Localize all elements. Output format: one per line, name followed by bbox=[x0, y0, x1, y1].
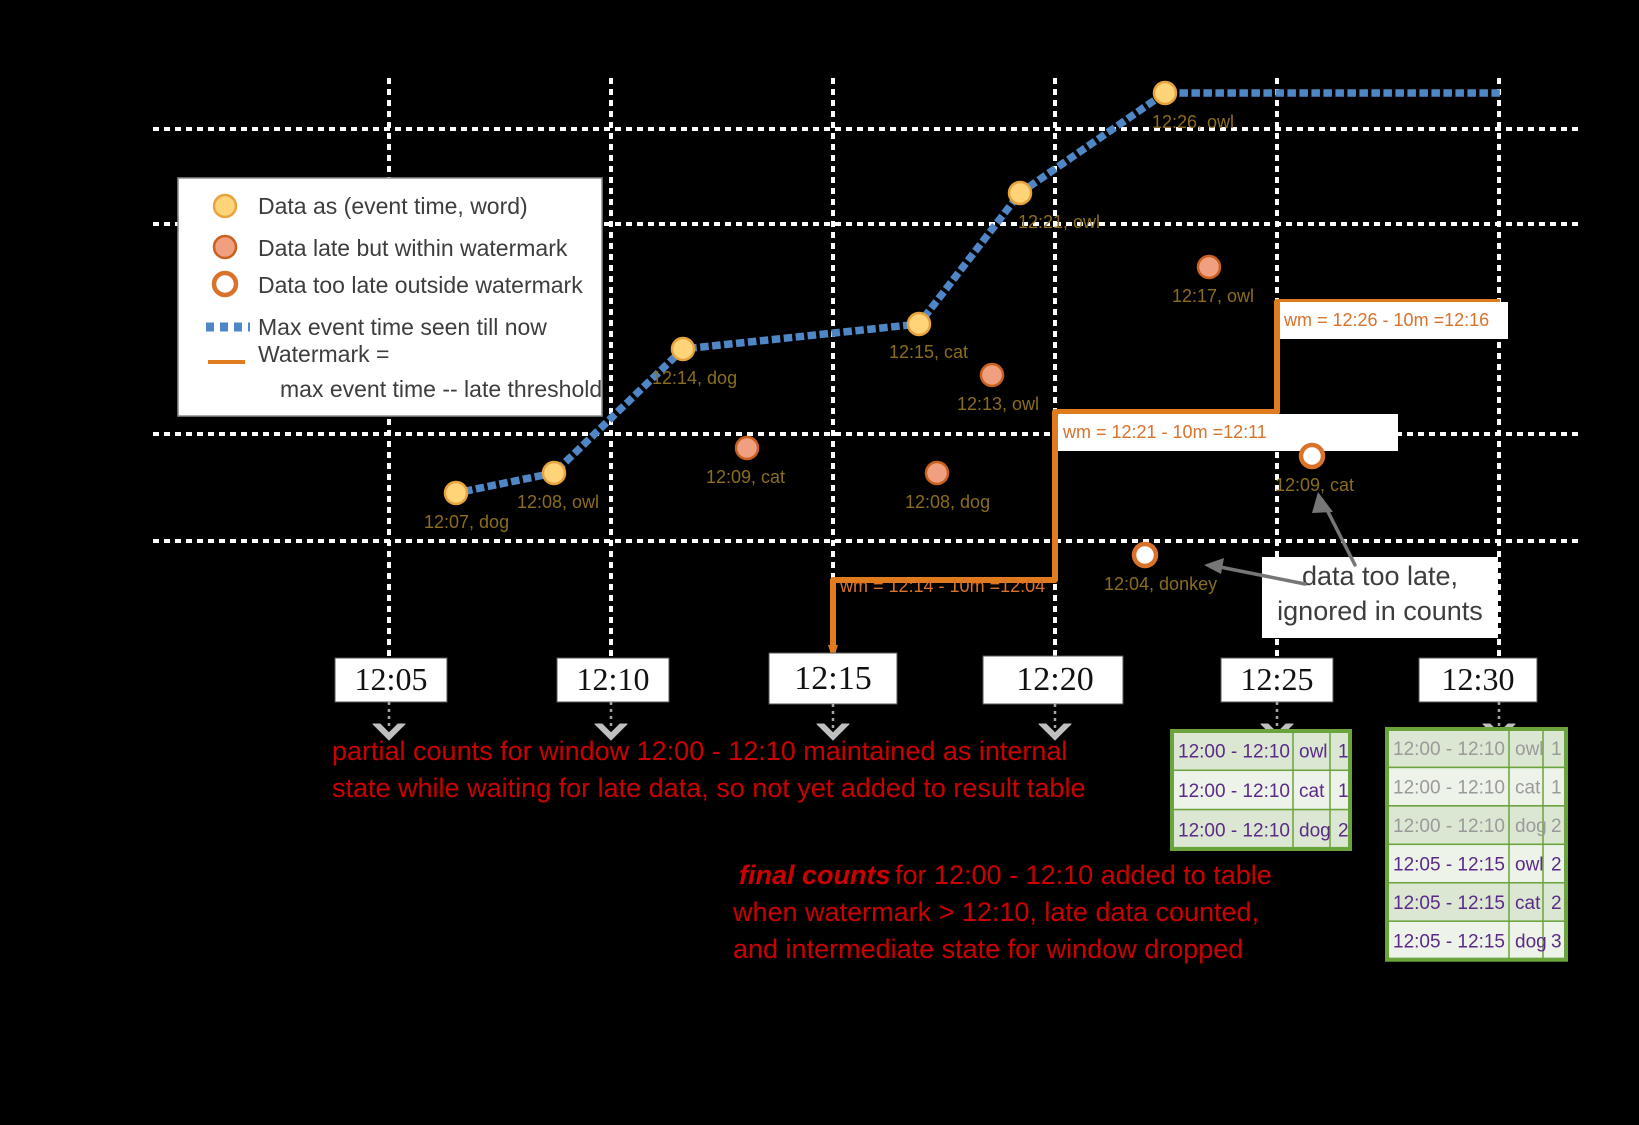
svg-text:final counts: final counts bbox=[739, 860, 891, 890]
svg-text:12:15: 12:15 bbox=[794, 660, 871, 697]
svg-text:12:08, owl: 12:08, owl bbox=[517, 492, 599, 512]
svg-text:12:05 - 12:15: 12:05 - 12:15 bbox=[1393, 931, 1505, 952]
svg-text:dog: dog bbox=[1299, 820, 1331, 841]
svg-text:12:08, dog: 12:08, dog bbox=[905, 492, 990, 512]
svg-text:Watermark =: Watermark = bbox=[258, 341, 389, 367]
svg-text:12:00 - 12:10: 12:00 - 12:10 bbox=[1393, 778, 1505, 799]
svg-text:12:00 - 12:10: 12:00 - 12:10 bbox=[1393, 739, 1505, 760]
svg-text:12:26, owl: 12:26, owl bbox=[1152, 112, 1234, 132]
svg-text:3: 3 bbox=[1551, 931, 1562, 952]
svg-text:12:00 - 12:10: 12:00 - 12:10 bbox=[1178, 742, 1290, 763]
svg-text:for 12:00 - 12:10 added to tab: for 12:00 - 12:10 added to table bbox=[895, 860, 1272, 890]
svg-text:12:04, donkey: 12:04, donkey bbox=[1104, 574, 1217, 594]
svg-text:12:14, dog: 12:14, dog bbox=[652, 368, 737, 388]
svg-text:1: 1 bbox=[1338, 781, 1349, 802]
svg-text:max event time -- late thresho: max event time -- late threshold bbox=[280, 376, 602, 402]
svg-text:dog: dog bbox=[1515, 931, 1547, 952]
svg-text:data too late,: data too late, bbox=[1302, 561, 1458, 591]
svg-text:cat: cat bbox=[1299, 781, 1325, 802]
svg-text:12:30: 12:30 bbox=[1442, 661, 1515, 697]
svg-text:1: 1 bbox=[1551, 778, 1562, 799]
svg-text:2: 2 bbox=[1338, 820, 1349, 841]
svg-text:wm = 12:26 - 10m =12:16: wm = 12:26 - 10m =12:16 bbox=[1283, 310, 1489, 330]
svg-text:Data late but within watermark: Data late but within watermark bbox=[258, 235, 568, 261]
svg-text:owl: owl bbox=[1515, 855, 1544, 876]
svg-text:state while waiting for late d: state while waiting for late data, so no… bbox=[332, 773, 1085, 803]
svg-text:12:05: 12:05 bbox=[355, 661, 428, 697]
svg-text:owl: owl bbox=[1515, 739, 1544, 760]
svg-text:12:00 - 12:10: 12:00 - 12:10 bbox=[1178, 781, 1290, 802]
svg-text:and intermediate state for win: and intermediate state for window droppe… bbox=[733, 934, 1243, 964]
svg-text:2: 2 bbox=[1551, 816, 1562, 837]
svg-text:12:15, cat: 12:15, cat bbox=[889, 342, 968, 362]
svg-text:12:09, cat: 12:09, cat bbox=[1275, 475, 1354, 495]
svg-text:1: 1 bbox=[1338, 742, 1349, 763]
svg-text:dog: dog bbox=[1515, 816, 1547, 837]
svg-text:Max event time seen till now: Max event time seen till now bbox=[258, 314, 547, 340]
svg-text:2: 2 bbox=[1551, 855, 1562, 876]
svg-text:2: 2 bbox=[1551, 893, 1562, 914]
svg-text:Data as (event time, word): Data as (event time, word) bbox=[258, 193, 528, 219]
svg-text:12:20: 12:20 bbox=[1016, 661, 1093, 698]
svg-text:1: 1 bbox=[1551, 739, 1562, 760]
svg-text:12:10: 12:10 bbox=[577, 661, 650, 697]
svg-text:ignored in counts: ignored in counts bbox=[1277, 596, 1483, 626]
svg-text:cat: cat bbox=[1515, 778, 1541, 799]
svg-text:12:09, cat: 12:09, cat bbox=[706, 467, 785, 487]
svg-text:when watermark > 12:10, late d: when watermark > 12:10, late data counte… bbox=[732, 897, 1259, 927]
svg-text:12:13, owl: 12:13, owl bbox=[957, 394, 1039, 414]
svg-text:12:07, dog: 12:07, dog bbox=[424, 512, 509, 532]
svg-text:12:21, owl: 12:21, owl bbox=[1018, 212, 1100, 232]
svg-text:partial counts for window 12:0: partial counts for window 12:00 - 12:10 … bbox=[332, 736, 1067, 766]
svg-text:12:25: 12:25 bbox=[1241, 661, 1314, 697]
svg-text:12:00 - 12:10: 12:00 - 12:10 bbox=[1178, 820, 1290, 841]
svg-text:Data too late outside watermar: Data too late outside watermark bbox=[258, 272, 583, 298]
svg-text:wm = 12:14 - 10m =12:04: wm = 12:14 - 10m =12:04 bbox=[839, 576, 1045, 596]
svg-text:owl: owl bbox=[1299, 742, 1328, 763]
svg-text:wm = 12:21 - 10m =12:11: wm = 12:21 - 10m =12:11 bbox=[1062, 422, 1267, 442]
svg-text:12:05 - 12:15: 12:05 - 12:15 bbox=[1393, 855, 1505, 876]
svg-text:cat: cat bbox=[1515, 893, 1541, 914]
svg-text:12:00 - 12:10: 12:00 - 12:10 bbox=[1393, 816, 1505, 837]
svg-text:12:17, owl: 12:17, owl bbox=[1172, 286, 1254, 306]
svg-text:12:05 - 12:15: 12:05 - 12:15 bbox=[1393, 893, 1505, 914]
